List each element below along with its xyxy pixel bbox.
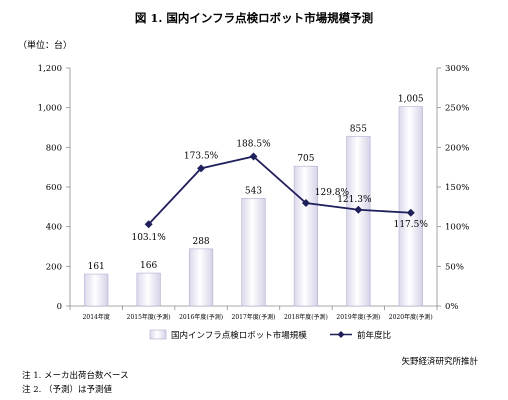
- right-tick-label: 0%: [445, 302, 459, 312]
- bar-value-label: 288: [192, 237, 209, 247]
- bar-value-labels: 161 166 288 543 705 855 1,005: [88, 95, 424, 272]
- bar-value-label: 1,005: [398, 95, 424, 105]
- legend-line-label: 前年度比: [357, 330, 391, 341]
- line-value-label: 103.1%: [131, 233, 166, 243]
- right-tick-label: 150%: [445, 183, 469, 193]
- x-tick-label: 2015年度(予測): [127, 313, 171, 321]
- bar: [188, 248, 214, 307]
- right-tick-label: 100%: [445, 223, 469, 233]
- line-value-label: 173.5%: [184, 151, 219, 161]
- bar-value-label: 855: [350, 124, 367, 134]
- x-tick-label: 2019年度(予測): [336, 313, 380, 321]
- bar: [293, 165, 319, 307]
- note-2: 注 2. （予測）は予測値: [22, 384, 113, 395]
- right-tick-label: 50%: [445, 262, 464, 272]
- line-value-label: 117.5%: [394, 220, 429, 230]
- left-tick-label: 1,200: [38, 64, 62, 74]
- bar: [84, 273, 109, 307]
- left-tick-label: 1,000: [38, 104, 62, 114]
- legend-bar-swatch: [149, 329, 167, 340]
- line-point: [301, 199, 310, 208]
- left-tick-label: 200: [46, 262, 62, 272]
- right-tick-label: 300%: [445, 64, 469, 74]
- legend: 国内インフラ点検ロボット市場規模 前年度比: [149, 329, 391, 341]
- line-value-labels: 103.1% 173.5% 188.5% 129.8%121.3% 117.5%: [131, 139, 428, 243]
- category-labels: 2014年度 2015年度(予測) 2016年度(予測) 2017年度(予測) 2018…: [69, 306, 438, 321]
- chart-title: 図 1. 国内インフラ点検ロボット市場規模予測: [135, 11, 373, 25]
- line-value-label: 188.5%: [236, 139, 271, 149]
- line-value-label: 129.8%: [315, 188, 350, 198]
- left-tick-label: 800: [46, 143, 62, 153]
- bar-value-label: 161: [88, 262, 105, 272]
- bar: [136, 272, 161, 307]
- bar: [241, 198, 266, 307]
- bar-value-label: 166: [140, 261, 157, 271]
- bar: [398, 106, 423, 307]
- source-note: 矢野経済研究所推計: [401, 356, 478, 367]
- bar-value-label: 705: [297, 154, 314, 164]
- line-value-label: 121.3%: [337, 195, 372, 205]
- left-tick-label: 400: [46, 223, 62, 233]
- x-tick-label: 2016年度(予測): [179, 313, 223, 321]
- legend-bar-label: 国内インフラ点検ロボット市場規模: [171, 330, 307, 341]
- line-point: [144, 220, 153, 229]
- left-tick-label: 600: [46, 183, 62, 193]
- line-point: [406, 208, 415, 217]
- right-tick-label: 200%: [445, 143, 469, 153]
- left-tick-label: 0: [57, 302, 62, 312]
- line-point: [197, 164, 206, 173]
- bar-value-label: 543: [245, 186, 262, 196]
- bar-series: [84, 106, 423, 307]
- line-path: [147, 155, 411, 225]
- left-axis-ticks: 0 200 400 600 800 1,000 1,200: [38, 64, 70, 312]
- right-tick-label: 250%: [445, 104, 469, 114]
- x-tick-label: 2014年度: [83, 313, 110, 321]
- line-point: [249, 152, 258, 161]
- note-1: 注 1. メーカ出荷台数ベース: [22, 370, 129, 381]
- x-tick-label: 2020年度(予測): [389, 313, 433, 321]
- legend-line-marker: [337, 331, 345, 338]
- bar: [346, 136, 371, 307]
- right-axis-ticks: 0% 50% 100% 150% 200% 250% 300%: [437, 64, 469, 312]
- line-series: [144, 152, 415, 229]
- x-tick-label: 2017年度(予測): [232, 313, 276, 321]
- left-axis-unit: （単位：台）: [18, 39, 72, 51]
- x-tick-label: 2018年度(予測): [284, 313, 328, 321]
- line-point: [354, 205, 363, 214]
